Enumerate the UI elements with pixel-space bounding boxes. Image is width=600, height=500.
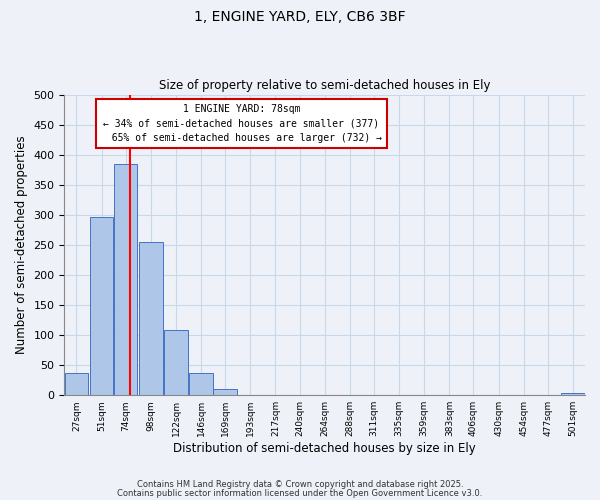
Text: 1 ENGINE YARD: 78sqm
← 34% of semi-detached houses are smaller (377)
  65% of se: 1 ENGINE YARD: 78sqm ← 34% of semi-detac… [100, 104, 382, 143]
Y-axis label: Number of semi-detached properties: Number of semi-detached properties [15, 136, 28, 354]
Bar [164, 330, 188, 395]
Text: Contains HM Land Registry data © Crown copyright and database right 2025.: Contains HM Land Registry data © Crown c… [137, 480, 463, 489]
Text: 1, ENGINE YARD, ELY, CB6 3BF: 1, ENGINE YARD, ELY, CB6 3BF [194, 10, 406, 24]
Bar [90, 217, 113, 395]
Title: Size of property relative to semi-detached houses in Ely: Size of property relative to semi-detach… [159, 79, 490, 92]
X-axis label: Distribution of semi-detached houses by size in Ely: Distribution of semi-detached houses by … [173, 442, 476, 455]
Bar [214, 389, 237, 395]
Bar [139, 242, 163, 395]
Bar [190, 373, 213, 395]
Bar [114, 164, 137, 395]
Bar [65, 373, 88, 395]
Bar [561, 394, 585, 395]
Text: Contains public sector information licensed under the Open Government Licence v3: Contains public sector information licen… [118, 489, 482, 498]
